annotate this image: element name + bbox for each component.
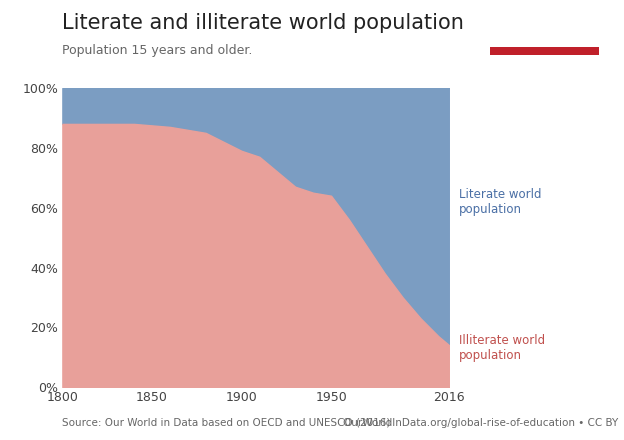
Text: Literate and illiterate world population: Literate and illiterate world population [62, 13, 464, 33]
Text: in Data: in Data [526, 32, 563, 40]
Text: Source: Our World in Data based on OECD and UNESCO (2016): Source: Our World in Data based on OECD … [62, 418, 391, 428]
Text: Our World: Our World [519, 20, 570, 29]
Text: OurWorldInData.org/global-rise-of-education • CC BY: OurWorldInData.org/global-rise-of-educat… [343, 418, 618, 428]
Text: Illiterate world
population: Illiterate world population [459, 334, 545, 362]
Text: Literate world
population: Literate world population [459, 188, 541, 216]
Text: Population 15 years and older.: Population 15 years and older. [62, 44, 253, 57]
Bar [490, 47, 599, 55]
